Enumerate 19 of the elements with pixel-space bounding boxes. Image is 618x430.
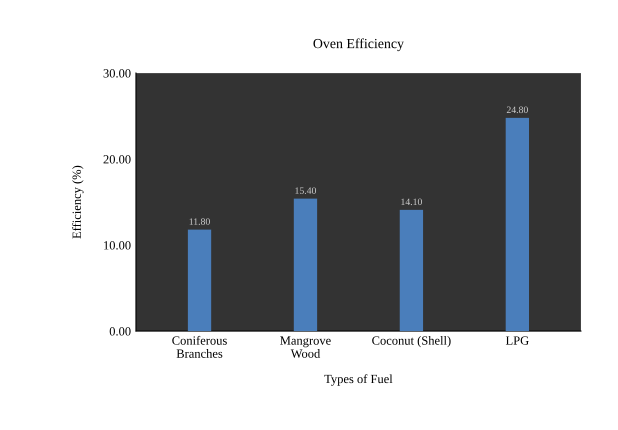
x-tick-label: Mangrove Wood (280, 336, 331, 358)
data-label: 11.80 (190, 218, 210, 225)
bar (506, 118, 530, 332)
y-tick-label: 20.00 (104, 155, 131, 164)
y-tick-label: 0.00 (110, 327, 131, 336)
data-label: 24.80 (506, 106, 528, 114)
x-tick-label: Coconut (Shell) (372, 336, 451, 348)
chart-title: Oven Efficiency (313, 38, 404, 52)
x-tick-label: LPG (506, 336, 529, 345)
bar (188, 230, 212, 332)
bar (400, 210, 424, 332)
bar (294, 198, 318, 332)
x-axis-title: Types of Fuel (324, 374, 392, 386)
x-tick-label: Coniferous Branches (172, 336, 227, 358)
data-label: 14.10 (401, 198, 422, 206)
y-tick-label: 10.00 (104, 241, 131, 250)
y-tick-label: 30.00 (104, 69, 131, 78)
data-label: 15.40 (295, 187, 316, 194)
y-axis-title: Efficiency (%) (72, 166, 84, 239)
